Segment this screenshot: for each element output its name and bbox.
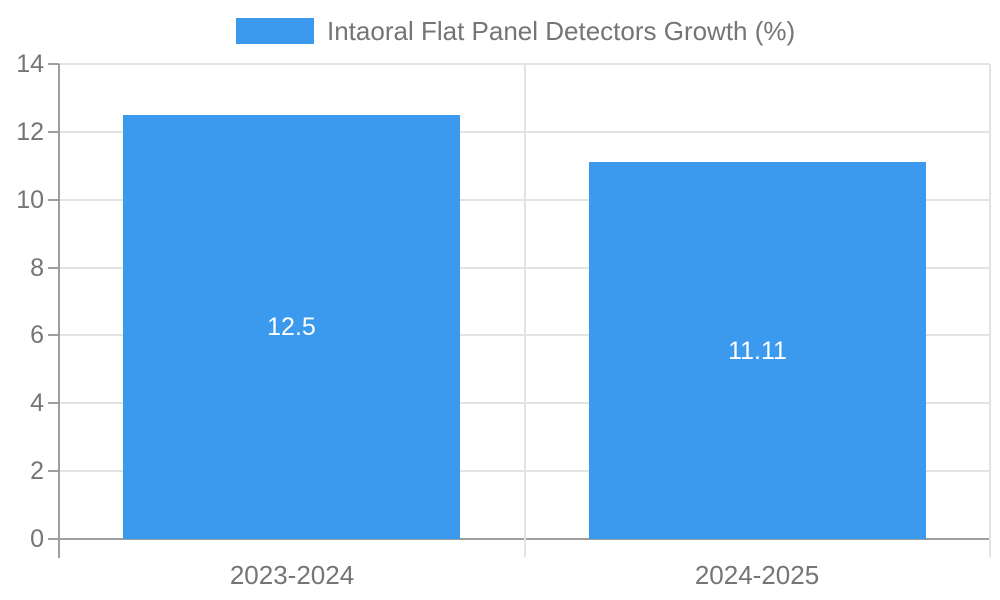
y-axis-label: 12 bbox=[16, 117, 44, 146]
y-tick bbox=[48, 130, 59, 133]
x-tick bbox=[989, 539, 991, 557]
y-tick bbox=[48, 402, 59, 405]
category-separator bbox=[989, 64, 991, 539]
category-separator bbox=[523, 64, 526, 539]
x-axis-label: 2023-2024 bbox=[229, 560, 355, 590]
legend-swatch[interactable] bbox=[236, 18, 314, 44]
bar-value-label: 11.11 bbox=[728, 337, 787, 365]
y-axis-label: 2 bbox=[30, 457, 44, 486]
x-tick bbox=[523, 539, 526, 557]
y-axis-label: 0 bbox=[30, 525, 44, 553]
bar-value-label: 12.5 bbox=[267, 313, 316, 341]
y-axis-label: 6 bbox=[30, 321, 44, 350]
y-axis-line bbox=[58, 64, 60, 558]
y-tick bbox=[48, 266, 59, 269]
legend-label: Intaoral Flat Panel Detectors Growth (%) bbox=[327, 16, 796, 46]
y-tick bbox=[48, 538, 59, 540]
y-axis-label: 10 bbox=[16, 185, 44, 214]
y-tick bbox=[48, 63, 59, 65]
y-axis-label: 8 bbox=[30, 253, 44, 282]
y-tick bbox=[48, 334, 59, 337]
y-axis-label: 4 bbox=[30, 389, 44, 418]
bar[interactable] bbox=[589, 162, 926, 539]
y-tick bbox=[48, 198, 59, 201]
y-axis-label: 14 bbox=[16, 50, 44, 78]
y-tick bbox=[48, 470, 59, 473]
x-axis-label: 2024-2025 bbox=[694, 560, 820, 590]
bar[interactable] bbox=[123, 115, 460, 539]
